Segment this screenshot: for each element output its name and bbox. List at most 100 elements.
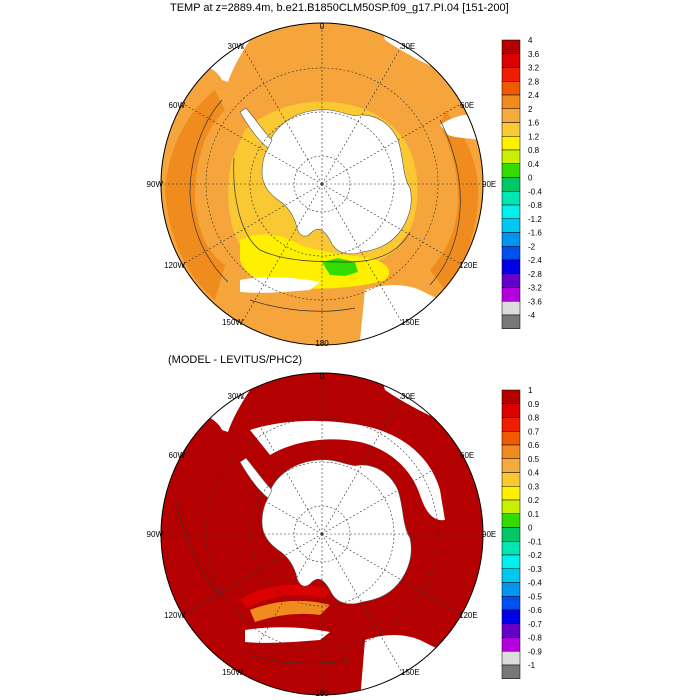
top-colorbar-swatch bbox=[501, 314, 521, 329]
bottom-colorbar-swatch bbox=[501, 609, 521, 624]
bottom-lon-label-0: 0 bbox=[320, 372, 325, 381]
bottom-lon-label-150w: 150W bbox=[222, 668, 243, 677]
top-colorbar-swatch bbox=[501, 149, 521, 164]
bottom-sea-ice-gap bbox=[245, 627, 330, 643]
top-colorbar-swatch bbox=[501, 81, 521, 96]
bottom-colorbar-swatch bbox=[501, 637, 521, 652]
top-antarctica-land bbox=[261, 109, 412, 255]
top-colorbar-label: -1.6 bbox=[528, 229, 542, 238]
top-colorbar-label: 1.2 bbox=[528, 132, 540, 141]
bottom-colorbar-label: -0.1 bbox=[528, 537, 542, 546]
top-colorbar-swatch bbox=[501, 273, 521, 288]
top-colorbar-label: 2.4 bbox=[528, 91, 540, 100]
bottom-colorbar-label: -0.7 bbox=[528, 620, 542, 629]
top-colorbar-swatch bbox=[501, 136, 521, 151]
bottom-colorbar-label: 0.5 bbox=[528, 455, 540, 464]
top-colorbar-label: -2.8 bbox=[528, 270, 542, 279]
top-colorbar-swatch bbox=[501, 53, 521, 68]
bottom-colorbar-swatch bbox=[501, 431, 521, 446]
bottom-colorbar-label: -0.6 bbox=[528, 606, 542, 615]
top-colorbar-swatch bbox=[501, 177, 521, 192]
bottom-new-zealand-area bbox=[360, 635, 440, 695]
top-lon-label-150e: 150E bbox=[401, 318, 420, 327]
top-colorbar: 4 3.6 3.2 2.8 2.4 2 1.6 1.2 0.8 0.4 0 -0.4 -0.8 -1.2 -… bbox=[501, 36, 542, 329]
top-colorbar-swatch bbox=[501, 246, 521, 261]
bottom-colorbar-label: -0.9 bbox=[528, 647, 542, 656]
top-colorbar-label: 0 bbox=[528, 174, 533, 183]
bottom-colorbar-label: -0.8 bbox=[528, 634, 542, 643]
bottom-colorbar-swatch bbox=[501, 486, 521, 501]
top-colorbar-label: 0.8 bbox=[528, 146, 540, 155]
top-colorbar-label: -2.4 bbox=[528, 256, 542, 265]
bottom-lon-label-30e: 30E bbox=[401, 392, 415, 401]
top-colorbar-label: -0.8 bbox=[528, 201, 542, 210]
top-lon-label-180: 180 bbox=[315, 339, 329, 348]
top-colorbar-swatch bbox=[501, 163, 521, 178]
bottom-panel-title: (MODEL - LEVITUS/PHC2) bbox=[168, 354, 303, 366]
bottom-red-patch bbox=[240, 584, 330, 608]
bottom-colorbar-label: 1 bbox=[528, 386, 533, 395]
bottom-lon-label-90w: 90W bbox=[147, 530, 164, 539]
top-colorbar-label: 2.8 bbox=[528, 77, 540, 86]
bottom-polar-map: 0 30E 60E 90E 120E 150E 180 150W 120W 90… bbox=[147, 372, 497, 698]
top-panel-title: TEMP at z=2889.4m, b.e21.B1850CLM50SP.f0… bbox=[170, 2, 509, 14]
bottom-colorbar-swatch bbox=[501, 458, 521, 473]
top-colorbar-label: -3.6 bbox=[528, 297, 542, 306]
bottom-colorbar-swatch bbox=[501, 389, 521, 404]
bottom-colorbar-label: -0.4 bbox=[528, 579, 542, 588]
bottom-colorbar-swatch bbox=[501, 568, 521, 583]
bottom-colorbar-label: 0.9 bbox=[528, 400, 540, 409]
top-colorbar-label: 2 bbox=[528, 105, 533, 114]
top-colorbar-swatch bbox=[501, 218, 521, 233]
bottom-orange-patch bbox=[250, 600, 330, 622]
top-lon-label-60e: 60E bbox=[460, 101, 474, 110]
bottom-colorbar-swatch bbox=[501, 527, 521, 542]
bottom-colorbar-label: 0.8 bbox=[528, 414, 540, 423]
bottom-colorbar-swatch bbox=[501, 472, 521, 487]
top-colorbar-label: 1.6 bbox=[528, 119, 540, 128]
top-colorbar-label: 4 bbox=[528, 36, 533, 45]
bottom-colorbar-swatch bbox=[501, 499, 521, 514]
top-colorbar-label: 0.4 bbox=[528, 160, 540, 169]
bottom-colorbar-swatch bbox=[501, 513, 521, 528]
top-colorbar-swatch bbox=[501, 67, 521, 82]
top-lon-label-120w: 120W bbox=[164, 261, 185, 270]
bottom-lon-label-120e: 120E bbox=[459, 611, 478, 620]
top-lon-label-150w: 150W bbox=[222, 318, 243, 327]
bottom-colorbar-label: 0.4 bbox=[528, 469, 540, 478]
top-colorbar-swatch bbox=[501, 204, 521, 219]
top-colorbar-label: 3.2 bbox=[528, 64, 540, 73]
bottom-colorbar-label: 0 bbox=[528, 524, 533, 533]
bottom-lon-label-60e: 60E bbox=[460, 451, 474, 460]
top-lon-label-120e: 120E bbox=[459, 261, 478, 270]
bottom-colorbar-label: -0.2 bbox=[528, 551, 542, 560]
top-colorbar-swatch bbox=[501, 39, 521, 54]
bottom-colorbar-swatch bbox=[501, 596, 521, 611]
bottom-colorbar-label: 0.2 bbox=[528, 496, 540, 505]
bottom-colorbar-swatch bbox=[501, 554, 521, 569]
bottom-lon-label-30w: 30W bbox=[228, 392, 245, 401]
bottom-colorbar-swatch bbox=[501, 541, 521, 556]
bottom-colorbar-label: 0.1 bbox=[528, 510, 540, 519]
top-colorbar-label: -0.4 bbox=[528, 187, 542, 196]
bottom-antarctica-land bbox=[261, 459, 412, 605]
top-colorbar-swatch bbox=[501, 301, 521, 316]
bottom-lon-label-150e: 150E bbox=[401, 668, 420, 677]
bottom-colorbar-swatch bbox=[501, 417, 521, 432]
top-lon-label-90e: 90E bbox=[482, 180, 496, 189]
top-warm-band-west bbox=[165, 90, 225, 300]
top-colorbar-swatch bbox=[501, 122, 521, 137]
top-colorbar-label: -2 bbox=[528, 242, 536, 251]
bottom-colorbar-swatch bbox=[501, 651, 521, 666]
bottom-colorbar-label: 0.3 bbox=[528, 482, 540, 491]
top-colorbar-label: 3.6 bbox=[528, 50, 540, 59]
top-colorbar-label: -1.2 bbox=[528, 215, 542, 224]
bottom-colorbar: 1 0.9 0.8 0.7 0.6 0.5 0.4 0.3 0.2 0.1 0 -0.1 -0.2 -0.… bbox=[501, 386, 542, 679]
bottom-colorbar-label: 0.7 bbox=[528, 427, 540, 436]
top-colorbar-label: -3.2 bbox=[528, 284, 542, 293]
top-colorbar-swatch bbox=[501, 108, 521, 123]
top-lon-label-0: 0 bbox=[320, 22, 325, 31]
bottom-colorbar-swatch bbox=[501, 664, 521, 679]
top-colorbar-label: -4 bbox=[528, 311, 536, 320]
